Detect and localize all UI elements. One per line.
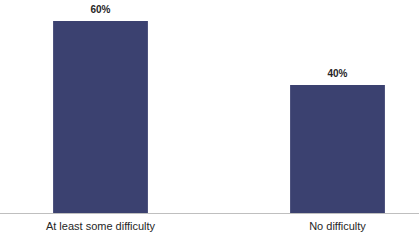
- x-tick: At least some difficulty: [46, 213, 156, 232]
- bars: [53, 21, 385, 213]
- x-axis-line: [0, 213, 419, 214]
- bar: [53, 21, 148, 213]
- data-labels: 60% 40%: [90, 4, 347, 79]
- data-label: 40%: [327, 68, 347, 79]
- chart: At least some difficulty No difficulty 60%…: [0, 0, 419, 250]
- x-tick: No difficulty: [309, 213, 366, 232]
- x-tick-label: At least some difficulty: [46, 220, 156, 232]
- x-tick-label: No difficulty: [309, 220, 366, 232]
- data-label: 60%: [90, 4, 110, 15]
- x-axis: At least some difficulty No difficulty: [0, 213, 419, 232]
- bar: [290, 85, 385, 213]
